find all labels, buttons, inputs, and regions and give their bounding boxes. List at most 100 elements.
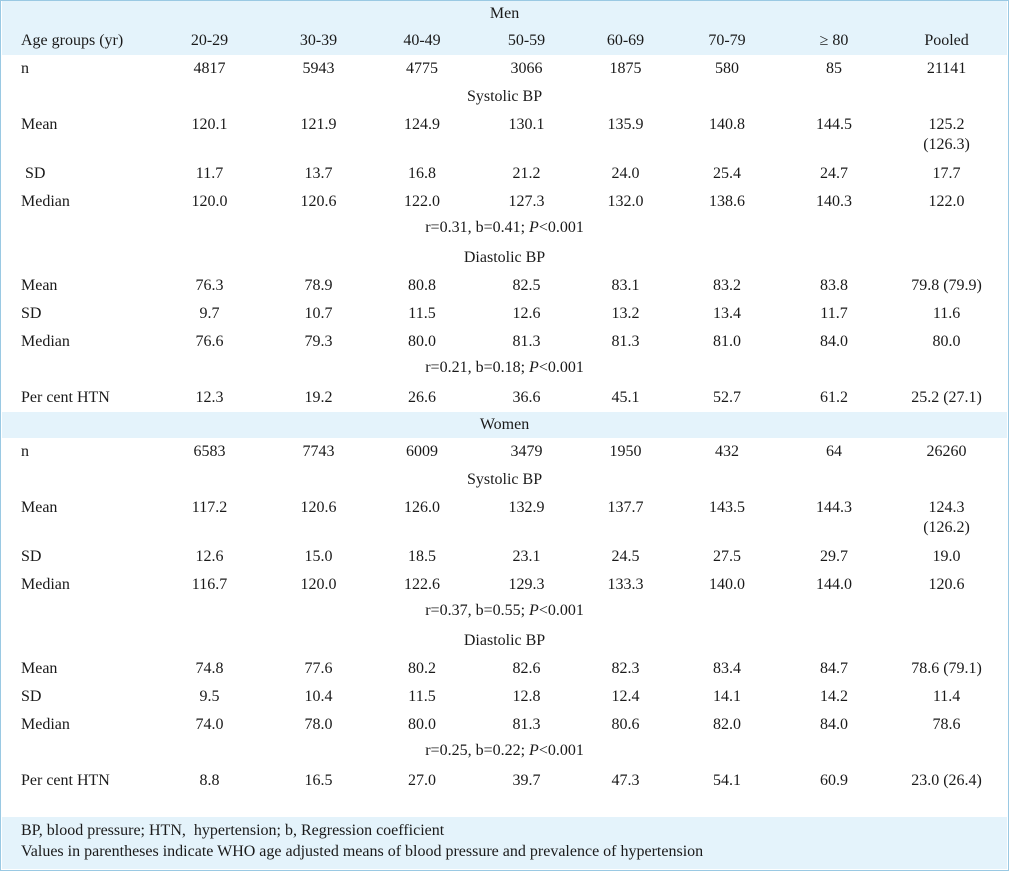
table-row: Per cent HTN 8.8 16.5 27.0 39.7 47.3 54.… [2,767,1007,795]
table-cell: 78.0 [304,716,333,733]
table-row: Median 74.0 78.0 80.0 81.3 80.6 82.0 84.… [2,711,1007,739]
row-label: Median [21,193,70,210]
table-cell: 135.9 [607,116,644,133]
row-label: Per cent HTN [21,389,110,406]
table-cell: 14.2 [820,688,848,705]
table-cell: 122.6 [404,576,440,593]
table-row: SD 9.7 10.7 11.5 12.6 13.2 13.4 11.7 11.… [2,300,1007,328]
table-cell: 7743 [302,443,335,460]
p-symbol: P [529,742,539,759]
table-cell: 133.3 [607,576,644,593]
table-cell: 1875 [609,60,642,77]
regression-row: r=0.31, b=0.41; P<0.001 [2,216,1007,244]
table-row: SD 9.5 10.4 11.5 12.8 12.4 14.1 14.2 11.… [2,683,1007,711]
table-cell: 78.9 [304,277,333,294]
table-cell: 15.0 [304,548,333,565]
table-cell: 83.4 [713,660,741,677]
row-label: SD [21,305,42,322]
table-cell: 144.0 [816,576,852,593]
table-cell: 79.3 [304,333,333,350]
table-cell: 143.5 [709,499,745,516]
p-symbol: P [529,602,539,619]
table-cell: 64 [826,443,842,460]
table-cell: 81.3 [512,716,541,733]
table-cell: 26.6 [408,389,436,406]
pooled-value: 125.2 [928,116,965,133]
table-cell: 12.8 [512,688,541,705]
table-row: Mean 117.2 120.6 126.0 132.9 137.7 143.5… [2,494,1007,543]
table-cell: 16.5 [304,772,333,789]
table-cell: 122.0 [928,193,965,210]
table-cell: 121.9 [300,116,337,133]
table-cell: 144.5 [816,116,852,133]
table-cell: 84.0 [820,716,848,733]
row-label: Per cent HTN [21,772,110,789]
table-cell: 129.3 [508,576,545,593]
table-cell: 5943 [302,60,335,77]
regression-stat: r=0.37, b=0.55; P<0.001 [2,599,1007,627]
table-cell: 120.0 [300,576,337,593]
table-cell: 26260 [926,443,967,460]
section-title: Women [2,412,1008,438]
table-cell: 81.3 [512,333,541,350]
table-cell: 27.0 [408,772,436,789]
table-cell: 11.5 [408,305,436,322]
table-cell: 580 [715,60,739,77]
table-cell: 25.2 (27.1) [911,389,982,406]
table-cell: 11.4 [932,688,961,705]
regression-text: r=0.31, b=0.41; [425,219,530,236]
column-header: 30-39 [267,27,370,55]
column-header: Age groups (yr) [2,27,152,55]
table-cell: 24.0 [611,165,640,182]
table-cell: 36.6 [512,389,541,406]
table-cell: 39.7 [512,772,541,789]
table-cell: 21.2 [512,165,541,182]
table-cell: 77.6 [304,660,333,677]
table-cell: 78.6 (79.1) [911,660,982,677]
subsection-row: Systolic BP [2,466,1007,494]
table-footnotes: BP, blood pressure; HTN, hypertension; b… [2,817,1007,869]
table-cell: 79.8 (79.9) [911,277,982,294]
table-cell: 52.7 [713,389,741,406]
row-label: SD [21,548,42,565]
table-cell: 84.0 [820,333,848,350]
table-row: n 4817 5943 4775 3066 1875 580 85 21141 [2,55,1007,83]
table-cell: 80.0 [932,333,961,350]
table-cell: 81.0 [713,333,741,350]
table-cell: 130.1 [508,116,545,133]
row-label: n [21,443,29,460]
table-cell: 120.6 [928,576,965,593]
table-cell: 144.3 [816,499,852,516]
table-cell: 14.1 [713,688,741,705]
table-cell: 8.8 [199,772,220,789]
table-cell: 82.3 [611,660,640,677]
row-label: Median [21,333,70,350]
table-cell: 3479 [510,443,543,460]
subsection-title: Diastolic BP [463,632,546,649]
table-cell: 140.8 [709,116,745,133]
table-cell: 11.5 [408,688,436,705]
row-label: n [21,60,29,77]
regression-text: r=0.37, b=0.55; [425,602,530,619]
table-cell: 74.8 [195,660,224,677]
table-cell: 83.1 [611,277,640,294]
table-cell: 13.4 [713,305,741,322]
subsection-row: Diastolic BP [2,627,1007,655]
table-cell: 83.8 [820,277,848,294]
p-symbol: P [529,359,539,376]
table-cell: 1950 [609,443,642,460]
table-cell: 432 [715,443,739,460]
table-cell: 47.3 [611,772,640,789]
p-value: <0.001 [538,219,584,236]
table-cell: 127.3 [508,193,545,210]
table-cell: 116.7 [191,576,228,593]
p-value: <0.001 [538,742,584,759]
column-header: 50-59 [474,27,579,55]
table-cell: 80.8 [408,277,436,294]
table-cell: 85 [826,60,842,77]
table-cell: 23.0 (26.4) [911,772,982,789]
table-row: Mean 74.8 77.6 80.2 82.6 82.3 83.4 84.7 … [2,655,1007,683]
table-cell: 13.7 [304,165,333,182]
table-cell: 4775 [406,60,438,77]
table-cell: 12.6 [512,305,541,322]
